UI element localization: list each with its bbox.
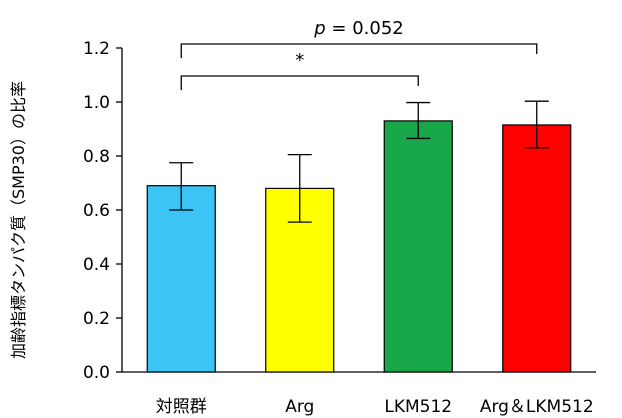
category-label: Arg＆LKM512 [480, 397, 594, 417]
category-label: 対照群 [156, 397, 207, 417]
p-value-label: p = 0.052 [313, 18, 404, 39]
y-tick-label: 0.6 [83, 201, 110, 221]
significance-annotations: p = 0.052 * [180, 18, 538, 90]
significance-bracket [180, 75, 419, 90]
significance-star: * [295, 50, 304, 71]
category-labels: 対照群 Arg LKM512 Arg＆LKM512 [156, 397, 594, 417]
significance-bracket [180, 43, 538, 58]
bar-3 [502, 124, 572, 373]
y-axis-title: 加齢指標タンパク質（SMP30）の比率 [9, 81, 28, 359]
bars [146, 120, 572, 373]
category-label: Arg [285, 397, 314, 417]
bar-0 [146, 185, 216, 373]
y-tick-label: 0.0 [83, 363, 110, 383]
y-tick-label: 0.8 [83, 147, 110, 167]
y-tick-label: 0.2 [83, 309, 110, 329]
y-ticks: 0.0 0.2 0.4 0.6 0.8 1.0 1.2 [83, 39, 122, 383]
error-bars [169, 100, 549, 223]
bar-2 [383, 120, 453, 373]
y-tick-label: 1.2 [83, 39, 110, 59]
y-tick-label: 0.4 [83, 255, 110, 275]
category-label: LKM512 [384, 397, 452, 417]
y-axis-label: 加齢指標タンパク質（SMP30）の比率 [9, 81, 28, 359]
y-tick-label: 1.0 [83, 93, 110, 113]
